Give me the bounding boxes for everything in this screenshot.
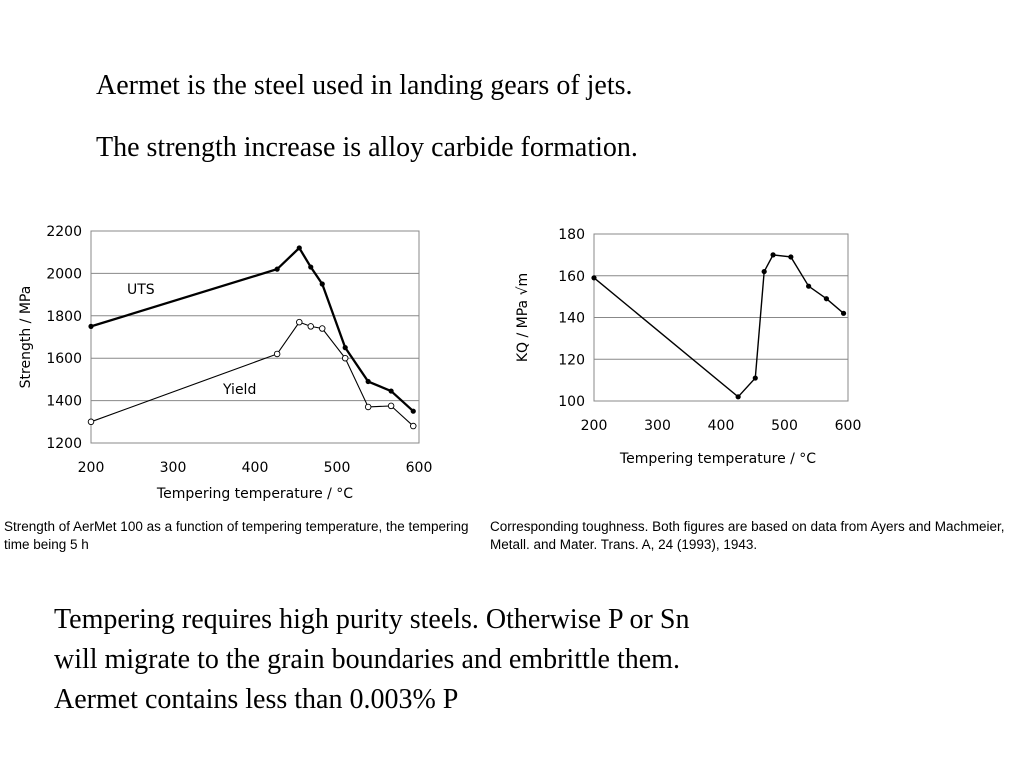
data-point — [365, 378, 371, 385]
y-tick-label: 2000 — [46, 266, 82, 282]
data-point — [342, 345, 348, 351]
caption-toughness-chart: Corresponding toughness. Both figures ar… — [490, 519, 1005, 552]
data-point — [752, 375, 758, 381]
data-point — [318, 325, 326, 332]
y-tick-label: 140 — [558, 311, 585, 327]
x-tick-label: 500 — [324, 460, 351, 476]
x-tick-label: 300 — [644, 418, 671, 434]
data-point — [296, 245, 302, 251]
y-tick-label: 1800 — [46, 309, 82, 325]
data-point — [823, 296, 830, 302]
data-point — [341, 354, 349, 362]
series-label: Yield — [222, 382, 256, 398]
data-point — [364, 403, 372, 411]
x-tick-label: 400 — [708, 418, 735, 434]
data-point — [273, 350, 281, 358]
data-point — [388, 388, 394, 394]
x-tick-label: 600 — [406, 460, 433, 476]
bottom-line-2: will migrate to the grain boundaries and… — [54, 644, 680, 675]
data-point — [296, 318, 303, 326]
data-point — [770, 252, 776, 258]
data-point — [591, 275, 597, 281]
data-point — [319, 281, 325, 287]
bottom-paragraph: Tempering requires high purity steels. O… — [54, 600, 689, 720]
x-tick-label: 200 — [581, 418, 608, 434]
heading-line-2: The strength increase is alloy carbide f… — [96, 132, 638, 163]
x-tick-label: 600 — [835, 418, 862, 434]
caption-strength-chart: Strength of AerMet 100 as a function of … — [4, 519, 469, 552]
y-tick-label: 100 — [558, 394, 585, 410]
y-tick-label: 1400 — [46, 394, 82, 410]
data-point — [307, 323, 315, 330]
strength-chart: 1200 1400 1600 1800 2000 2200 200 300 400 500 600 T… — [18, 224, 433, 502]
plot-frame — [593, 233, 849, 402]
data-point — [788, 254, 794, 260]
plot-frame — [90, 230, 420, 444]
x-tick-label: 200 — [78, 460, 105, 476]
data-point — [387, 402, 395, 410]
x-axis-label: Tempering temperature / °C — [619, 451, 816, 467]
y-tick-label: 1600 — [46, 351, 82, 367]
x-axis-label: Tempering temperature / °C — [156, 486, 353, 502]
data-point — [410, 422, 417, 430]
data-point — [308, 264, 314, 270]
x-tick-label: 500 — [771, 418, 798, 434]
y-tick-label: 1200 — [46, 436, 82, 452]
y-axis-label: Strength / MPa — [18, 286, 34, 389]
data-point — [840, 310, 847, 316]
x-tick-label: 400 — [242, 460, 269, 476]
series-label: UTS — [127, 282, 155, 298]
data-point — [761, 268, 767, 275]
data-point — [410, 408, 416, 414]
toughness-chart: 100 120 140 160 180 200 300 400 500 600 Tempering … — [515, 227, 862, 467]
y-tick-label: 160 — [558, 269, 585, 285]
y-tick-label: 120 — [558, 352, 585, 368]
data-point — [735, 394, 741, 400]
y-tick-label: 180 — [558, 227, 585, 243]
heading-line-1: Aermet is the steel used in landing gear… — [96, 70, 633, 101]
data-point — [806, 283, 812, 289]
data-point — [87, 418, 95, 426]
y-axis-label: KQ / MPa √m — [515, 273, 531, 362]
bottom-line-3: Aermet contains less than 0.003% P — [54, 684, 459, 715]
data-point — [88, 323, 94, 329]
y-tick-label: 2200 — [46, 224, 82, 240]
bottom-line-1: Tempering requires high purity steels. O… — [54, 604, 690, 635]
x-tick-label: 300 — [160, 460, 187, 476]
data-point — [274, 266, 280, 272]
